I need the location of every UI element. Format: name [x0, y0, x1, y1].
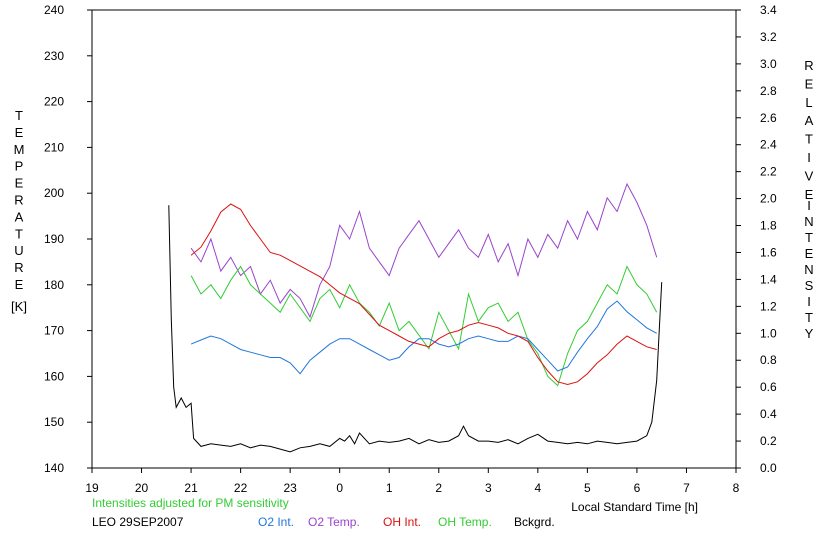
legend-item-o2-temp: O2 Temp. [308, 515, 360, 529]
axis-label-letter: Y [805, 326, 814, 341]
left-tick-label: 240 [44, 3, 64, 17]
axis-label-letter: R [14, 193, 23, 208]
left-tick-label: 210 [44, 140, 64, 154]
x-tick-label: 1 [386, 481, 393, 495]
station-text: LEO 29SEP2007 [92, 515, 184, 529]
x-tick-label: 21 [184, 481, 198, 495]
right-tick-label: 1.2 [760, 299, 777, 313]
left-tick-label: 160 [44, 369, 64, 383]
left-tick-label: 180 [44, 278, 64, 292]
x-tick-label: 22 [234, 481, 248, 495]
left-tick-label: 170 [44, 324, 64, 338]
x-tick-label: 23 [283, 481, 297, 495]
series-line-o2-temp [190, 182, 658, 319]
x-tick-label: 5 [584, 481, 591, 495]
right-tick-label: 1.4 [760, 272, 777, 286]
right-axis: 0.0 0.2 0.4 0.6 0.8 1.0 1.2 1.4 1.6 1.8 2.0 2.2 2.4 2… [736, 3, 777, 475]
axis-label-letter: M [14, 142, 25, 157]
axis-label-letter: P [15, 159, 24, 174]
left-tick-label: 140 [44, 461, 64, 475]
x-tick-label: 20 [135, 481, 149, 495]
right-tick-label: 2.6 [760, 111, 777, 125]
legend-item-o2-int: O2 Int. [258, 515, 294, 529]
right-tick-label: 2.2 [760, 165, 777, 179]
left-tick-label: 150 [44, 415, 64, 429]
x-tick-label: 3 [485, 481, 492, 495]
right-tick-label: 0.0 [760, 461, 777, 475]
axis-label-letter: E [805, 76, 814, 91]
right-tick-label: 3.0 [760, 57, 777, 71]
axis-label-letter: E [805, 187, 814, 202]
x-tick-label: 6 [634, 481, 641, 495]
axis-label-letter: T [805, 230, 813, 245]
legend-item-bckgrd: Bckgrd. [514, 515, 555, 529]
right-tick-label: 2.0 [760, 192, 777, 206]
axis-label-letter: I [807, 150, 811, 165]
left-tick-label: 200 [44, 186, 64, 200]
axis-label-letter: U [14, 243, 23, 258]
axis-label-letter: R [804, 58, 813, 73]
right-tick-label: 0.2 [760, 434, 777, 448]
right-tick-label: 1.0 [760, 326, 777, 340]
left-tick-label: 220 [44, 95, 64, 109]
right-tick-label: 0.8 [760, 353, 777, 367]
legend-item-oh-int: OH Int. [383, 515, 421, 529]
plot-frame [91, 9, 737, 469]
right-tick-label: 0.6 [760, 380, 777, 394]
right-tick-label: 2.4 [760, 138, 777, 152]
axis-label-letter: E [805, 246, 814, 261]
x-tick-label: 8 [733, 481, 740, 495]
axis-label-letter: L [805, 95, 812, 110]
note-text: Intensities adjusted for PM sensitivity [92, 496, 289, 510]
x-tick-label: 7 [683, 481, 690, 495]
x-tick-label: 0 [336, 481, 343, 495]
series-line-bckgrd [168, 205, 663, 453]
series-line-oh-int [190, 203, 657, 386]
axis-label-letter: T [805, 310, 813, 325]
legend-item-oh-temp: OH Temp. [438, 515, 492, 529]
x-tick-label: 2 [435, 481, 442, 495]
left-axis: 140 150 160 170 180 190 200 210 220 230 240 [44, 3, 92, 475]
axis-label-letter: N [804, 262, 813, 277]
axis-label-letter: V [805, 168, 814, 183]
axis-label-letter: E [15, 176, 24, 191]
x-tick-label: 19 [85, 481, 99, 495]
axis-label-letter: T [15, 108, 23, 123]
right-tick-label: 3.4 [760, 3, 777, 17]
x-axis-title: Local Standard Time [h] [571, 500, 698, 514]
right-tick-label: 1.8 [760, 219, 777, 233]
right-tick-label: 1.6 [760, 245, 777, 259]
left-tick-label: 230 [44, 49, 64, 63]
axis-label-letter: T [15, 226, 23, 241]
series-layer [168, 182, 663, 453]
axis-label-letter: E [15, 125, 24, 140]
axis-label-letter: T [805, 132, 813, 147]
right-tick-label: 0.4 [760, 407, 777, 421]
axis-label-letter: S [805, 278, 814, 293]
x-axis: 19 20 21 22 23 0 1 2 3 4 5 6 7 8 [85, 468, 740, 495]
x-tick-label: 4 [535, 481, 542, 495]
left-axis-unit: [K] [11, 299, 27, 314]
axis-label-letter: N [804, 214, 813, 229]
right-tick-label: 3.2 [760, 30, 777, 44]
legend: O2 Int. O2 Temp. OH Int. OH Temp. Bckgrd. [258, 515, 555, 529]
axis-label-letter: A [805, 113, 814, 128]
series-line-oh-temp [190, 265, 658, 387]
right-tick-label: 2.8 [760, 84, 777, 98]
axis-label-letter: R [14, 260, 23, 275]
left-tick-label: 190 [44, 232, 64, 246]
axis-label-letter: I [807, 294, 811, 309]
axis-label-letter: I [807, 198, 811, 213]
axis-label-letter: A [15, 209, 24, 224]
series-line-o2-int [190, 300, 657, 375]
axis-label-letter: E [15, 277, 24, 292]
